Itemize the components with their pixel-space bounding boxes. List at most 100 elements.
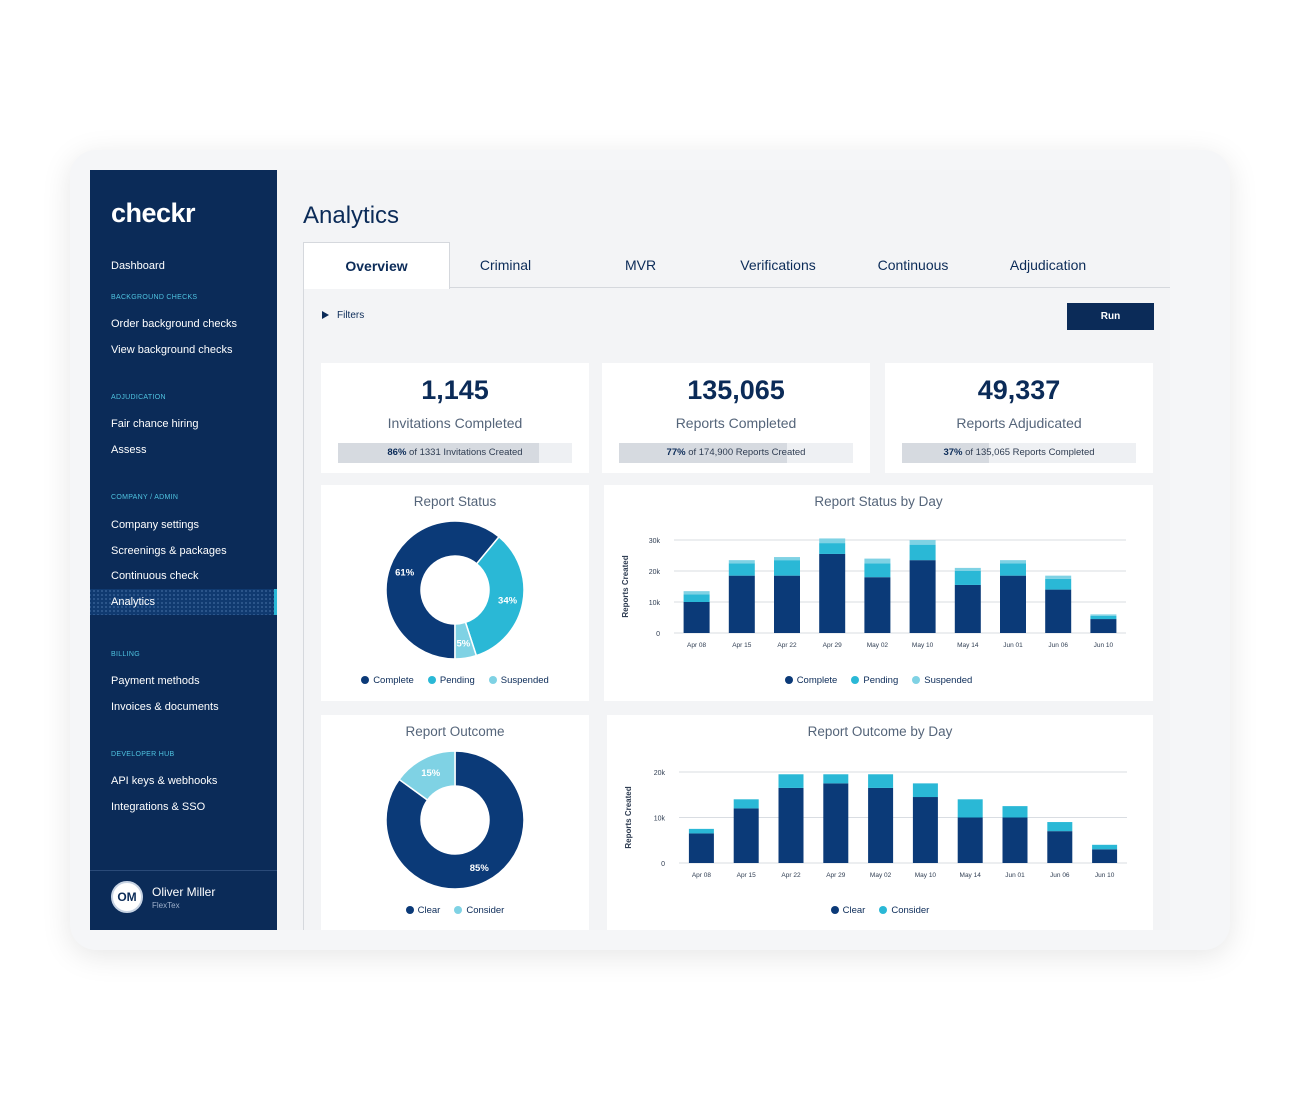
bar-complete-jun-01[interactable]: [1000, 575, 1026, 633]
donut-slice-pending[interactable]: [464, 535, 525, 657]
legend-item-complete[interactable]: Complete: [361, 675, 414, 686]
bar-clear-jun-06[interactable]: [1047, 831, 1073, 863]
donut-slice-suspended[interactable]: [454, 621, 478, 660]
sidebar-item-screenings-packages[interactable]: Screenings & packages: [111, 545, 227, 557]
legend-label: Clear: [842, 905, 866, 916]
bar-clear-apr-22[interactable]: [778, 787, 804, 863]
bar-clear-apr-29[interactable]: [823, 783, 849, 863]
tab-verifications[interactable]: Verifications: [740, 257, 816, 273]
legend-item-suspended[interactable]: Suspended: [488, 675, 549, 686]
bar-suspended-may-10[interactable]: [909, 540, 936, 545]
bar-pending-apr-29[interactable]: [819, 543, 846, 554]
bar-pending-may-14[interactable]: [954, 571, 981, 585]
legend-item-suspended[interactable]: Suspended: [912, 675, 972, 686]
run-button[interactable]: Run: [1067, 303, 1154, 330]
bar-consider-apr-22[interactable]: [778, 774, 804, 788]
bar-suspended-apr-29[interactable]: [819, 538, 846, 544]
sidebar-item-company-settings[interactable]: Company settings: [111, 519, 200, 531]
tab-continuous[interactable]: Continuous: [877, 257, 949, 273]
checkr-logo[interactable]: checkr: [111, 198, 196, 228]
tab-adjudication[interactable]: Adjudication: [1009, 257, 1087, 273]
bar-clear-may-14[interactable]: [957, 817, 983, 864]
donut-slice-complete[interactable]: [385, 520, 501, 660]
bar-suspended-apr-15[interactable]: [728, 560, 755, 564]
bar-pending-jun-06[interactable]: [1045, 578, 1072, 590]
report-status-by-day-chart: 0 10k 20k 30k Reports Created Apr 08 Apr 15 Apr…: [621, 538, 1126, 649]
bar-complete-jun-06[interactable]: [1045, 589, 1072, 633]
bar-complete-jun-10[interactable]: [1090, 619, 1117, 633]
bar-suspended-jun-10[interactable]: [1090, 614, 1117, 616]
bar-pending-jun-01[interactable]: [1000, 563, 1026, 576]
bar-consider-jun-10[interactable]: [1092, 844, 1118, 850]
sidebar-item-continuous-check[interactable]: Continuous check: [111, 570, 199, 582]
bar-consider-may-14[interactable]: [957, 799, 983, 818]
sidebar-item-order-background-checks[interactable]: Order background checks: [111, 318, 237, 330]
bar-complete-apr-15[interactable]: [728, 575, 755, 633]
bar-suspended-jun-06[interactable]: [1045, 575, 1072, 579]
bar-pending-may-02[interactable]: [864, 563, 891, 578]
slice-value-label: 15%: [421, 768, 441, 779]
bar-pending-apr-15[interactable]: [728, 563, 755, 576]
bar-consider-jun-01[interactable]: [1002, 806, 1028, 818]
legend-item-pending[interactable]: Pending: [851, 675, 898, 686]
sidebar-item-fair-chance-hiring[interactable]: Fair chance hiring: [111, 418, 199, 430]
sidebar-item-integrations-sso[interactable]: Integrations & SSO: [111, 801, 206, 813]
legend-item-pending[interactable]: Pending: [427, 675, 475, 686]
bar-complete-may-02[interactable]: [864, 577, 891, 633]
report-status-donut: 61% 34% 5%: [385, 520, 525, 660]
bar-suspended-apr-22[interactable]: [774, 557, 800, 561]
bar-clear-apr-08[interactable]: [688, 833, 714, 863]
bar-consider-may-02[interactable]: [868, 774, 894, 788]
legend-item-consider[interactable]: Consider: [454, 905, 504, 916]
bar-complete-may-10[interactable]: [909, 560, 936, 633]
avatar[interactable]: OM: [111, 881, 143, 913]
user-profile[interactable]: OM Oliver Miller FlexTex: [90, 870, 277, 930]
bar-suspended-may-02[interactable]: [864, 558, 891, 564]
sidebar-item-assess[interactable]: Assess: [111, 444, 147, 456]
sidebar-item-view-background-checks[interactable]: View background checks: [111, 344, 233, 356]
bar-pending-apr-08[interactable]: [683, 594, 710, 602]
tab-overview[interactable]: Overview: [303, 242, 450, 289]
bar-clear-may-02[interactable]: [868, 787, 894, 863]
bar-consider-may-10[interactable]: [912, 783, 938, 798]
bar-complete-apr-08[interactable]: [683, 602, 710, 633]
bar-consider-jun-06[interactable]: [1047, 822, 1073, 832]
sidebar-item-analytics[interactable]: Analytics: [90, 589, 277, 615]
bar-clear-may-10[interactable]: [912, 797, 938, 863]
donut-slice-clear[interactable]: [385, 750, 525, 890]
legend-dot-icon: [879, 906, 888, 914]
kpi-label: Reports Adjudicated: [956, 415, 1082, 431]
bar-consider-apr-29[interactable]: [823, 774, 849, 784]
bar-suspended-apr-08[interactable]: [683, 591, 710, 595]
filters-toggle[interactable]: Filters: [322, 310, 364, 321]
legend-item-clear[interactable]: Clear: [405, 905, 440, 916]
sidebar-item-dashboard[interactable]: Dashboard: [111, 260, 165, 272]
sidebar-item-api-keys-webhooks[interactable]: API keys & webhooks: [111, 775, 218, 787]
sidebar-item-invoices-documents[interactable]: Invoices & documents: [111, 701, 219, 713]
tab-criminal[interactable]: Criminal: [479, 257, 532, 273]
bar-pending-jun-10[interactable]: [1090, 615, 1117, 620]
bar-consider-apr-15[interactable]: [733, 799, 759, 809]
bar-complete-apr-22[interactable]: [774, 575, 800, 633]
sidebar-item-payment-methods[interactable]: Payment methods: [111, 675, 200, 687]
bar-clear-jun-01[interactable]: [1002, 817, 1028, 864]
tab-mvr[interactable]: MVR: [624, 257, 657, 273]
bar-suspended-may-14[interactable]: [954, 567, 981, 571]
bar-pending-apr-22[interactable]: [774, 560, 800, 576]
y-axis-label: Reports Created: [621, 555, 630, 617]
slice-value-label: 61%: [395, 567, 415, 578]
legend-item-complete[interactable]: Complete: [784, 675, 837, 686]
bar-suspended-jun-01[interactable]: [1000, 560, 1026, 564]
legend-item-clear[interactable]: Clear: [830, 905, 866, 916]
bar-complete-apr-29[interactable]: [819, 553, 846, 633]
kpi-label: Invitations Completed: [387, 415, 523, 431]
legend-item-consider[interactable]: Consider: [879, 905, 929, 916]
bar-consider-apr-08[interactable]: [688, 828, 714, 834]
x-tick-label: Apr 29: [823, 642, 843, 649]
bar-clear-jun-10[interactable]: [1092, 849, 1118, 863]
donut-slice-consider[interactable]: [398, 750, 456, 802]
bar-clear-apr-15[interactable]: [733, 808, 759, 863]
bar-pending-may-10[interactable]: [909, 544, 936, 561]
bar-complete-may-14[interactable]: [954, 584, 981, 633]
report-outcome-card: Report Outcome 85% 15% Clear Consider: [321, 715, 589, 930]
